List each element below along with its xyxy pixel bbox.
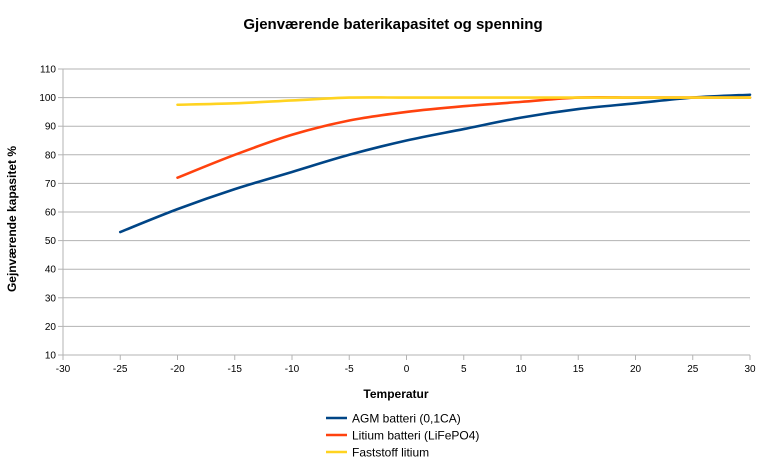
y-axis-ticks: 10 20 30 40 50 60 70 80 90 100 110 [39,65,63,362]
series-line-3 [176,96,752,107]
y-tick-label-7: 80 [45,150,57,161]
y-tick-label-4: 50 [45,236,57,247]
y-tick-label-9: 100 [39,93,56,104]
y-tick-label-2: 30 [45,293,57,304]
legend: AGM batteri (0,1CA) Litium batteri (LiFeP… [326,412,479,460]
x-tick-label-3: -15 [228,364,243,375]
x-tick-label-5: -5 [345,364,354,375]
x-tick-label-9: 15 [573,364,585,375]
x-tick-label-6: 0 [404,364,410,375]
x-tick-label-1: -25 [113,364,128,375]
x-tick-label-8: 10 [515,364,527,375]
y-tick-label-8: 90 [45,122,57,133]
series-line-1 [118,93,752,234]
y-tick-label-5: 60 [45,208,57,219]
legend-label-2: Litium batteri (LiFePO4) [352,429,479,443]
y-tick-label-6: 70 [45,179,57,190]
x-tick-label-0: -30 [56,364,71,375]
y-axis-title: Gejnværende kapasitet % [5,146,19,292]
y-tick-label-0: 10 [45,351,57,362]
plot-lines [118,93,752,234]
x-tick-label-2: -20 [170,364,185,375]
y-tick-label-1: 20 [45,322,57,333]
y-tick-label-10: 110 [40,65,56,76]
x-tick-label-10: 20 [630,364,642,375]
x-axis-title: Temperatur [363,387,428,401]
x-tick-label-7: 5 [461,364,467,375]
x-tick-label-4: -10 [285,364,300,375]
legend-label-3: Faststoff litium [352,446,429,460]
x-axis-ticks: -30 -25 -20 -15 -10 -5 0 5 10 15 20 25 30 [56,355,756,375]
x-tick-label-11: 25 [687,364,699,375]
y-tick-label-3: 40 [45,265,57,276]
legend-label-1: AGM batteri (0,1CA) [352,412,461,426]
chart-title: Gjenværende baterikapasitet og spenning [243,16,542,33]
x-tick-label-12: 30 [744,364,756,375]
series-line-2 [176,95,752,179]
